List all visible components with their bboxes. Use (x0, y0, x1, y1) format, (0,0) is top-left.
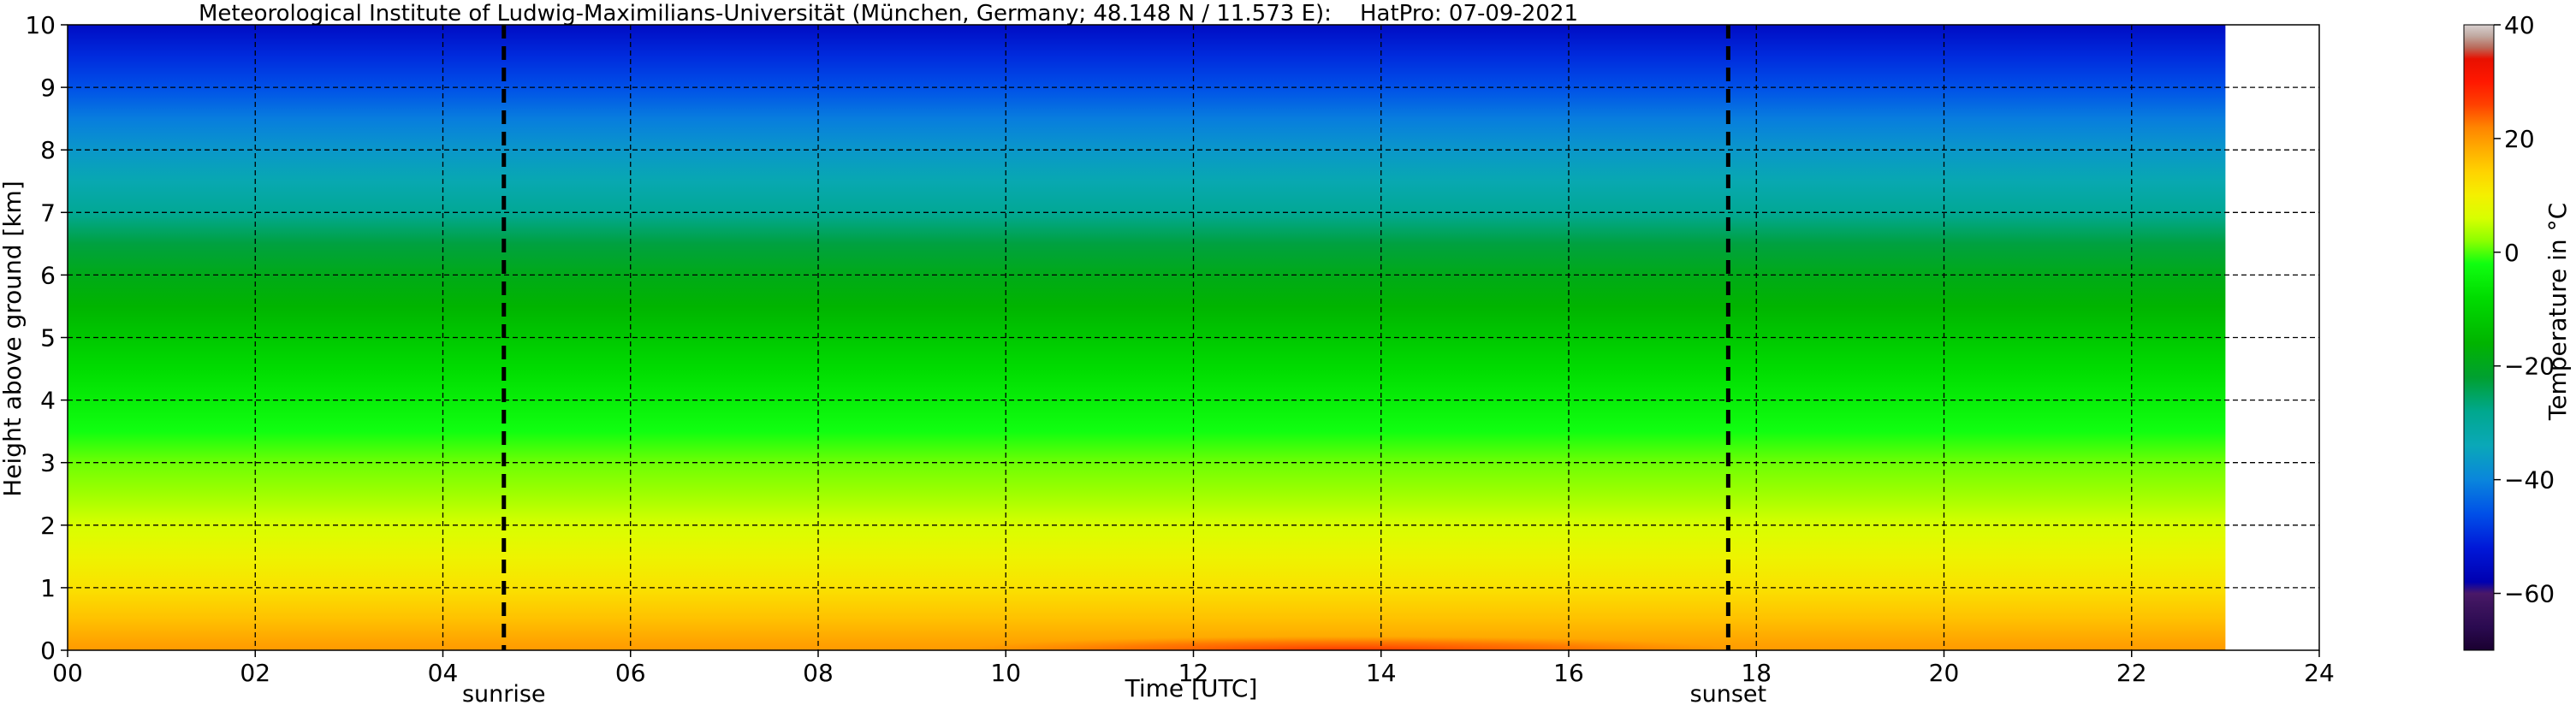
y-tick-label: 5 (40, 324, 56, 352)
colorbar-ticks: −60 −40 −20 0 20 40 (2494, 11, 2555, 608)
x-tick-label: 12 (1178, 659, 1209, 687)
colorbar-gradient (2464, 25, 2494, 650)
colorbar: −60 −40 −20 0 20 40 Temperature in °C (2463, 11, 2572, 651)
x-tick-label: 06 (615, 659, 646, 687)
x-tick-label: 10 (990, 659, 1021, 687)
y-tick-label: 3 (40, 449, 56, 477)
y-tick-label: 8 (40, 136, 56, 164)
colorbar-tick-label: 20 (2504, 125, 2535, 153)
x-tick-label: 00 (52, 659, 83, 687)
colorbar-tick-label: −40 (2504, 466, 2555, 495)
x-tick-label: 16 (1553, 659, 1584, 687)
x-axis-label: Time [UTC] (1125, 674, 1258, 702)
x-tick-label: 02 (240, 659, 270, 687)
afternoon-surface-warm-core (959, 622, 1738, 650)
y-tick-label: 2 (40, 512, 56, 540)
x-tick-label: 04 (428, 659, 459, 687)
y-tick-label: 7 (40, 198, 56, 227)
y-tick-label: 0 (40, 637, 56, 665)
x-tick-label: 08 (803, 659, 834, 687)
x-tick-label: 24 (2304, 659, 2335, 687)
y-tick-label: 1 (40, 574, 56, 602)
y-axis: 0 1 2 3 4 5 6 7 8 9 10 (25, 11, 68, 665)
plot-area: sunrise sunset (67, 24, 2320, 705)
colorbar-tick-label: 40 (2504, 11, 2535, 39)
colorbar-frame (2463, 24, 2495, 651)
y-axis-label: Height above ground [km] (0, 181, 27, 497)
colorbar-tick-label: −20 (2504, 352, 2555, 381)
colorbar-label: Temperature in °C (2543, 203, 2572, 421)
x-tick-label: 20 (1929, 659, 1960, 687)
gridlines (68, 25, 2319, 650)
annotation-lines: sunrise sunset (462, 25, 1766, 705)
colorbar-tick-label: −60 (2504, 580, 2555, 608)
y-tick-label: 9 (40, 74, 56, 102)
y-tick-label: 10 (25, 11, 56, 39)
y-tick-label: 6 (40, 261, 56, 289)
sunset-label: sunset (1690, 681, 1767, 705)
x-axis: 00 02 04 06 08 10 12 14 16 18 20 22 24 (52, 650, 2335, 687)
x-tick-label: 14 (1366, 659, 1397, 687)
y-tick-label: 4 (40, 387, 56, 415)
x-tick-label: 22 (2116, 659, 2147, 687)
x-tick-label: 18 (1741, 659, 1772, 687)
sunrise-label: sunrise (462, 681, 546, 705)
chart-title: Meteorological Institute of Ludwig-Maxim… (199, 1, 1578, 27)
colorbar-tick-label: 0 (2504, 239, 2520, 267)
